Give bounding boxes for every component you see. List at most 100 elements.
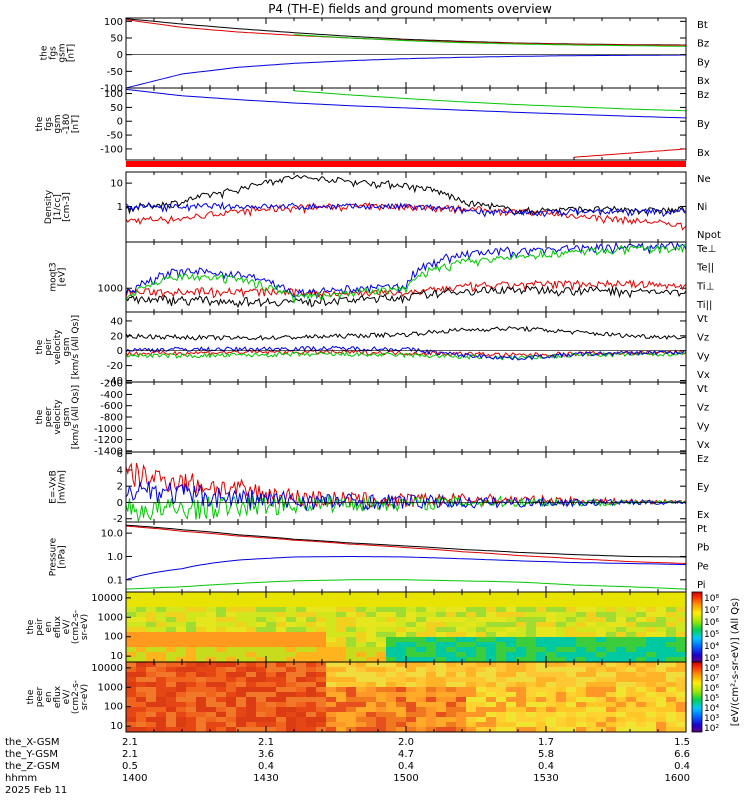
spectrogram-cell — [146, 637, 157, 643]
spectrogram-cell — [576, 662, 587, 668]
spectrogram-cell — [646, 702, 657, 708]
series-pressure-0 — [125, 524, 687, 558]
spectrogram-cell — [316, 722, 327, 728]
spectrogram-cell — [316, 697, 327, 703]
spectrogram-cell — [216, 707, 227, 713]
spectrogram-cell — [646, 722, 657, 728]
spectrogram-cell — [246, 632, 257, 638]
panel-ylabel: Pressure — [49, 537, 59, 576]
series-peir-velocity-3 — [125, 345, 687, 361]
spectrogram-cell — [166, 592, 177, 598]
spectrogram-cell — [656, 722, 667, 728]
spectrogram-cell — [386, 622, 397, 628]
panel-ylabel: the — [40, 45, 50, 60]
spectrogram-cell — [606, 687, 617, 693]
spectrogram-cell — [676, 672, 687, 678]
spectrogram-cell — [666, 592, 677, 598]
spectrogram-cell — [506, 677, 517, 683]
spectrogram-cell — [506, 652, 517, 658]
panel-ylabel: sr-eV) — [80, 614, 90, 640]
spectrogram-cell — [536, 692, 547, 698]
spectrogram-cell — [416, 727, 427, 733]
spectrogram-cell — [126, 667, 137, 673]
spectrogram-cell — [676, 647, 687, 653]
panel-ylabel: peir — [44, 338, 54, 356]
spectrogram-cell — [336, 727, 347, 733]
spectrogram-cell — [296, 632, 307, 638]
spectrogram-cell — [576, 707, 587, 713]
spectrogram-cell — [436, 637, 447, 643]
spectrogram-cell — [186, 662, 197, 668]
spectrogram-cell — [206, 607, 217, 613]
spectrogram-cell — [506, 712, 517, 718]
spectrogram-cell — [146, 712, 157, 718]
y-tick-label: 100 — [104, 632, 123, 643]
spectrogram-cell — [476, 602, 487, 608]
spectrogram-cell — [636, 632, 647, 638]
spectrogram-cell — [366, 662, 377, 668]
spectrogram-cell — [466, 722, 477, 728]
spectrogram-cell — [156, 682, 167, 688]
spectrogram-cell — [226, 652, 237, 658]
spectrogram-cell — [396, 712, 407, 718]
spectrogram-cell — [126, 692, 137, 698]
plot-title: P4 (TH-E) fields and ground moments over… — [268, 2, 552, 16]
spectrogram-cell — [306, 622, 317, 628]
spectrogram-cell — [306, 722, 317, 728]
spectrogram-cell — [316, 652, 327, 658]
legend-label: Bt — [697, 20, 708, 31]
spectrogram-cell — [536, 612, 547, 618]
spectrogram-cell — [456, 632, 467, 638]
spectrogram-cell — [316, 667, 327, 673]
spectrogram-cell — [126, 632, 137, 638]
spectrogram-cell — [376, 597, 387, 603]
spectrogram-cell — [406, 717, 417, 723]
spectrogram-cell — [266, 657, 277, 663]
spectrogram-cell — [216, 692, 227, 698]
colorbar-tick-label: 10⁸ — [704, 594, 719, 604]
spectrogram-cell — [576, 647, 587, 653]
spectrogram-cell — [546, 687, 557, 693]
spectrogram-cell — [386, 672, 397, 678]
spectrogram-cell — [576, 667, 587, 673]
spectrogram-cell — [286, 612, 297, 618]
spectrogram-cell — [506, 722, 517, 728]
spectrogram-cell — [476, 632, 487, 638]
panel-ylabel: gsm — [58, 43, 68, 62]
spectrogram-cell — [196, 602, 207, 608]
spectrogram-cell — [206, 662, 217, 668]
spectrogram-cell — [286, 607, 297, 613]
spectrogram-cell — [446, 677, 457, 683]
spectrogram-cell — [556, 667, 567, 673]
spectrogram-cell — [366, 702, 377, 708]
spectrogram-cell — [246, 612, 257, 618]
spectrogram-cell — [666, 637, 677, 643]
spectrogram-cell — [566, 692, 577, 698]
spectrogram-cell — [316, 592, 327, 598]
spectrogram-cell — [466, 707, 477, 713]
spectrogram-cell — [426, 617, 437, 623]
y-tick-label: 1000 — [98, 284, 123, 295]
spectrogram-cell — [586, 667, 597, 673]
spectrogram-cell — [136, 652, 147, 658]
spectrogram-cell — [436, 722, 447, 728]
spectrogram-cell — [326, 592, 337, 598]
spectrogram-cell — [596, 637, 607, 643]
spectrogram-cell — [576, 682, 587, 688]
z-gsm-value: 0.4 — [398, 761, 414, 772]
spectrogram-cell — [626, 702, 637, 708]
spectrogram-cell — [316, 612, 327, 618]
spectrogram-cell — [166, 692, 177, 698]
spectrogram-cell — [276, 707, 287, 713]
y-tick-label: 0 — [117, 498, 123, 509]
spectrogram-cell — [436, 697, 447, 703]
spectrogram-cell — [646, 642, 657, 648]
spectrogram-cell — [566, 597, 577, 603]
spectrogram-cell — [626, 642, 637, 648]
spectrogram-cell — [226, 672, 237, 678]
series-fgs-despun-2 — [125, 88, 687, 119]
spectrogram-cell — [176, 657, 187, 663]
spectrogram-cell — [226, 667, 237, 673]
spectrogram-cell — [466, 622, 477, 628]
spectrogram-cell — [356, 627, 367, 633]
